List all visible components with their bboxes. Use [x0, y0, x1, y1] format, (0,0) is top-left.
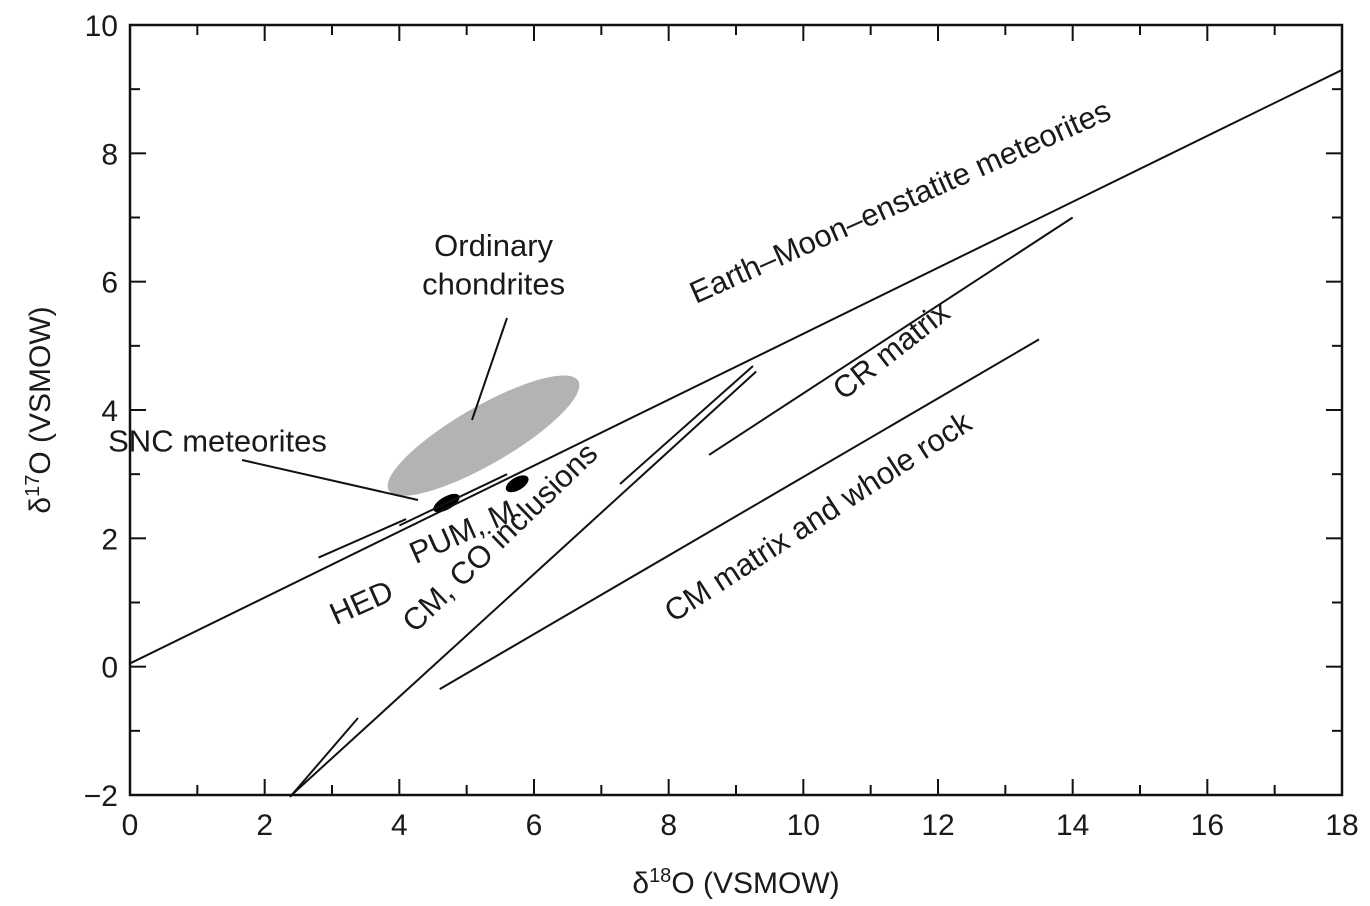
series-line-pum-m: [398, 473, 508, 527]
annotation-cr-matrix: CR matrix: [826, 294, 957, 407]
x-tick-label: 10: [787, 809, 820, 842]
series-line-cr-matrix: [708, 216, 1074, 456]
y-axis-title: δ17O (VSMOW): [22, 306, 57, 513]
x-tick-label: 0: [122, 809, 139, 842]
y-tick-label: 4: [101, 395, 118, 428]
annotations: Earth–Moon–enstatite meteorites Ordinary c…: [108, 93, 1116, 639]
x-tick-label: 18: [1325, 809, 1358, 842]
y-tick-label: 0: [101, 652, 118, 685]
leader-line: [471, 317, 508, 421]
plot-frame: [128, 23, 1344, 797]
x-tick-label: 16: [1191, 809, 1224, 842]
y-tick-label: 6: [101, 267, 118, 300]
annotation-chondrites: chondrites: [422, 267, 565, 302]
annotation-earth-moon-enstatite-meteorites: Earth–Moon–enstatite meteorites: [684, 93, 1115, 311]
y-tick-label: 10: [85, 10, 118, 43]
ordinary-chondrites-region: [387, 375, 580, 496]
series-lines: [129, 69, 1343, 796]
series-line-hed: [318, 518, 407, 559]
series-line-earth-moon-enstatite-meteorites: [129, 69, 1343, 665]
axis-ticks: [129, 24, 1343, 796]
x-tick-label: 6: [526, 809, 543, 842]
leader-line: [289, 717, 359, 798]
annotation-hed: HED: [324, 573, 398, 632]
leader-lines: [241, 317, 754, 798]
annotation-snc-meteorites: SNC meteorites: [108, 424, 327, 459]
pum-m-marker: [505, 475, 529, 493]
x-axis-title: δ18O (VSMOW): [632, 865, 839, 900]
annotation-ordinary: Ordinary: [434, 228, 553, 263]
series-line-cm-co-inclusions: [290, 370, 757, 796]
annotation-cm-matrix-and-whole-rock: CM matrix and whole rock: [658, 404, 978, 629]
x-tick-label: 14: [1056, 809, 1089, 842]
y-tick-label: 2: [101, 523, 118, 556]
x-tick-label: 8: [660, 809, 677, 842]
leader-line: [619, 365, 754, 485]
y-tick-label: 8: [101, 138, 118, 171]
y-tick-label: −2: [84, 780, 118, 813]
leader-line: [241, 459, 419, 501]
x-tick-label: 4: [391, 809, 408, 842]
x-tick-label: 2: [256, 809, 273, 842]
x-tick-label: 12: [921, 809, 954, 842]
series-line-cm-matrix-and-whole-rock: [439, 338, 1040, 690]
